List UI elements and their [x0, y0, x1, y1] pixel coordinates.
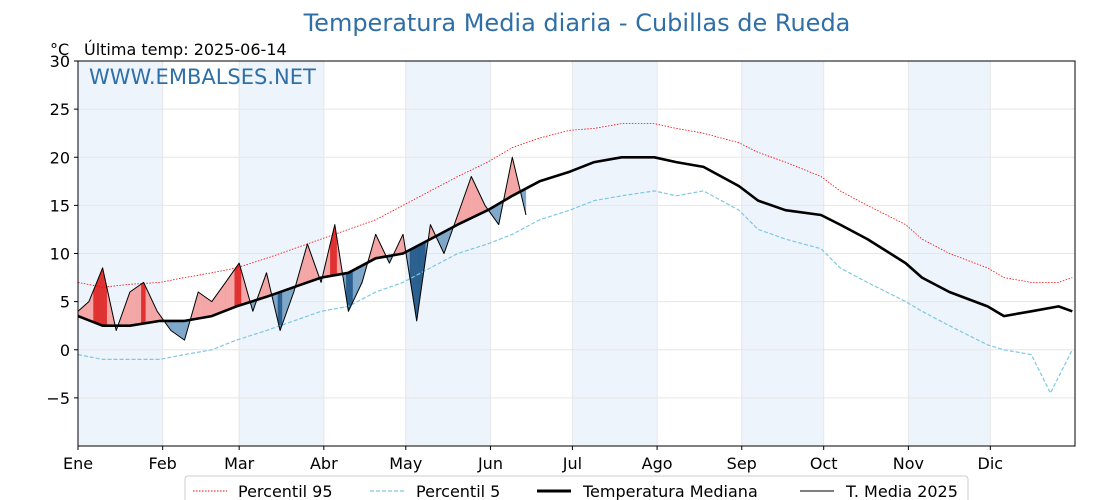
x-tick-label: Oct [810, 454, 838, 473]
anomaly-fill [86, 301, 90, 321]
legend: Percentil 95 Percentil 5 Temperatura Med… [184, 475, 969, 500]
watermark: WWW.EMBALSES.NET [89, 65, 316, 89]
anomaly-fill [132, 288, 135, 326]
anomaly-fill [471, 176, 474, 219]
anomaly-fill [138, 283, 142, 325]
y-tick-label: 5 [60, 293, 70, 312]
anomaly-fill [85, 302, 88, 320]
anomaly-fill [141, 282, 144, 325]
legend-box [184, 475, 969, 500]
anomaly-fill [100, 267, 103, 326]
x-tick-label: Abr [310, 454, 338, 473]
anomaly-fill [227, 275, 231, 311]
x-tick-label: Jul [562, 454, 582, 473]
series-line-p95 [77, 123, 1073, 288]
anomaly-fill [177, 320, 181, 338]
series-line-median [77, 156, 1073, 327]
anomaly-fill [207, 298, 210, 318]
y-tick-label: 10 [50, 245, 70, 264]
y-tick-label: 20 [50, 148, 70, 167]
anomaly-fill [223, 281, 226, 312]
anomaly-fill [83, 304, 86, 320]
series-lines [77, 123, 1073, 395]
x-tick-label: Nov [893, 454, 924, 473]
anomaly-fill [473, 181, 477, 218]
anomaly-fill [175, 320, 178, 336]
anomaly-fill [348, 271, 351, 312]
anomaly-fill [182, 320, 185, 341]
anomaly-fill [350, 270, 354, 307]
anomaly-fill [200, 293, 203, 319]
anomaly-fill [143, 282, 146, 324]
legend-label-p5: Percentil 5 [416, 482, 500, 500]
series-line-p5 [77, 190, 1073, 395]
anomaly-fill [202, 294, 206, 318]
x-ticks: Ene Feb Mar Abr May Jun Jul Ago Sep Oct Nov Dic [63, 446, 1003, 473]
anomaly-fill [129, 290, 133, 326]
anomaly-fill [229, 272, 233, 310]
anomaly-fill [136, 285, 140, 325]
chart-title: Temperatura Media diaria - Cubillas de R… [303, 9, 851, 37]
anomaly-fill [220, 285, 224, 313]
x-tick-label: Sep [727, 454, 757, 473]
y-tick-label: 30 [50, 52, 70, 71]
anomaly-fill [236, 262, 240, 307]
x-tick-label: Mar [224, 454, 255, 473]
y-tick-label: 25 [50, 100, 70, 119]
anomaly-fill [218, 288, 222, 314]
x-tick-label: Jun [477, 454, 503, 473]
x-tick-label: Dic [978, 454, 1004, 473]
x-tick-label: Ago [642, 454, 673, 473]
anomaly-fill [198, 291, 201, 319]
y-ticks: −5 0 5 10 15 20 25 30 [46, 52, 78, 408]
unit-label: °C [50, 40, 69, 59]
anomaly-fill [209, 299, 212, 317]
legend-label-median: Temperatura Mediana [582, 482, 758, 500]
legend-label-p95: Percentil 95 [238, 482, 333, 500]
anomaly-fill [134, 286, 137, 326]
anomaly-fill [179, 320, 183, 339]
anomaly-fill [234, 265, 238, 308]
anomaly-fill [225, 278, 228, 311]
y-tick-label: 15 [50, 196, 70, 215]
x-tick-label: May [389, 454, 422, 473]
anomaly-fill [232, 269, 235, 309]
anomaly-fill [145, 287, 149, 324]
last-temp-label: Última temp: 2025-06-14 [84, 40, 287, 59]
x-tick-label: Feb [149, 454, 177, 473]
y-tick-label: −5 [46, 389, 70, 408]
series-line-current [77, 156, 527, 341]
x-tick-label: Ene [63, 454, 93, 473]
legend-label-current: T. Media 2025 [845, 482, 958, 500]
y-tick-label: 0 [60, 341, 70, 360]
anomaly-fill [204, 296, 208, 318]
anomaly-fill [97, 273, 101, 326]
